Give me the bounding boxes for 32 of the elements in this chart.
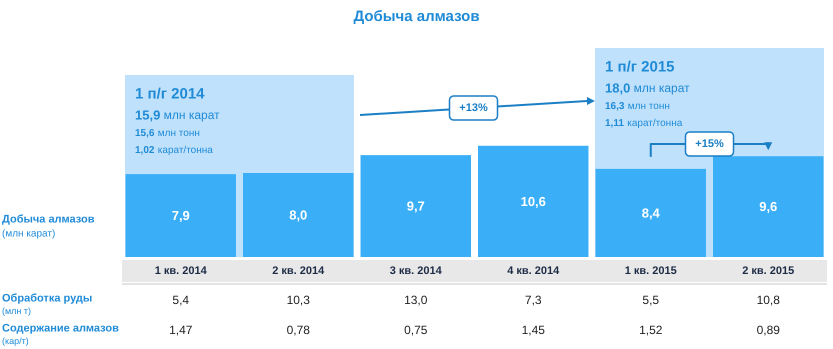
data-label: 10,6 (520, 194, 546, 209)
x-tick-label: 3 кв. 2014 (390, 265, 443, 277)
text: 1,52 (639, 323, 663, 337)
x-tick-label: 1 кв. 2015 (624, 265, 677, 277)
x-tick-label: 1 кв. 2014 (154, 265, 208, 277)
x-tick-label: 2 кв. 2014 (272, 265, 326, 277)
band-label: 1 п/г 2014 15,9 млн карат 15,6 млн тонн 1,02 карат/тонна (135, 86, 220, 156)
text: 0,89 (756, 323, 780, 337)
data-label: 9,7 (406, 198, 425, 214)
text: 0,75 (404, 323, 428, 337)
text: 7,3 (524, 293, 542, 307)
chart-title: Добыча алмазов (353, 8, 480, 25)
data-label: 7,9 (172, 208, 190, 224)
text: 13,0 (404, 293, 428, 307)
text: 10,3 (286, 293, 310, 307)
band-label: 1 п/г 2015 18,0 млн карат 16,3 млн тонн 1,11 карат/тонна (605, 58, 690, 129)
x-tick-label: 4 кв. 2014 (507, 265, 560, 277)
text: 0,78 (286, 323, 310, 337)
data-label: 8,4 (642, 205, 661, 220)
text: 1,45 (522, 323, 546, 337)
text: 1,47 (169, 323, 193, 337)
text: +13% (459, 102, 488, 114)
text: 10,8 (756, 293, 780, 307)
x-tick-label: 2 кв. 2015 (742, 265, 794, 277)
y-axis-title: Добыча алмазов (млн карат) (2, 214, 95, 240)
text: 5,5 (642, 293, 660, 307)
text: 5,4 (172, 293, 190, 307)
text: Содержание алмазов (кар/т) (2, 322, 120, 346)
text: Обработка руды (млн т) (2, 292, 92, 316)
data-label: 8,0 (289, 208, 308, 223)
data-label: 9,6 (759, 199, 778, 214)
annotation: +15% (695, 138, 724, 150)
